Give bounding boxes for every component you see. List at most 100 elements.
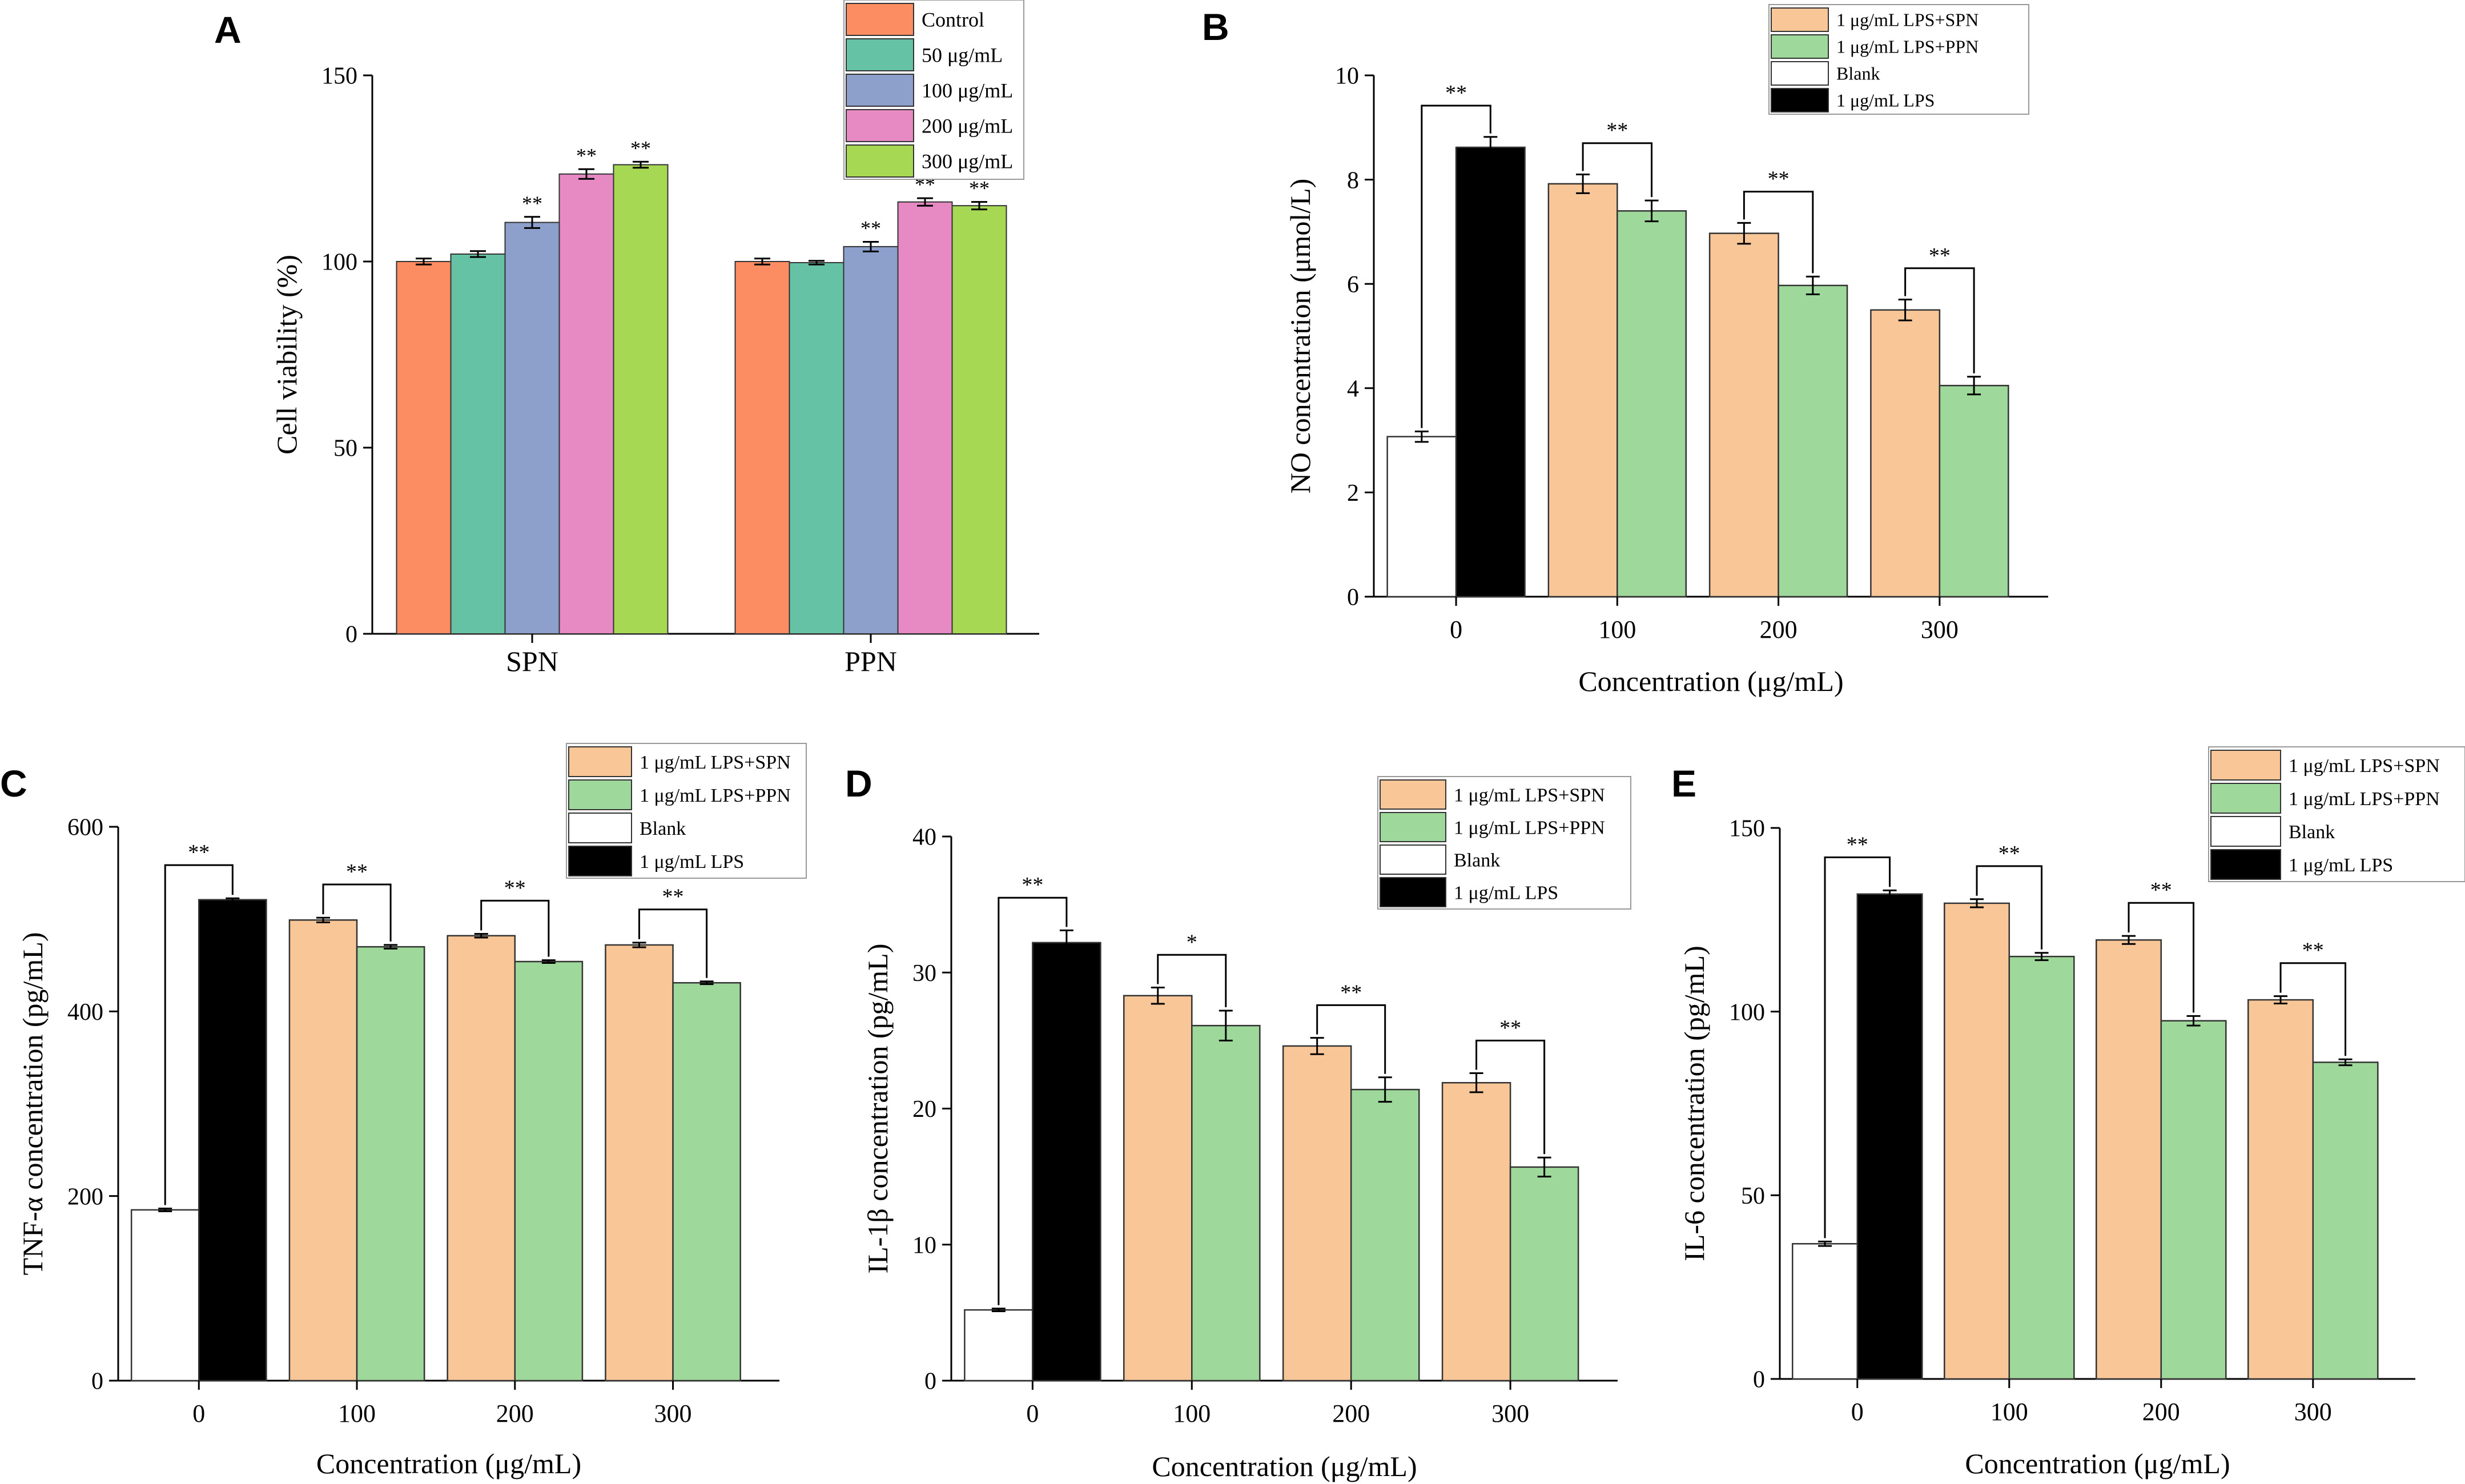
bar-300-lps-spn: [605, 944, 674, 1382]
x-axis-label: Concentration (μg/mL): [1578, 665, 1843, 697]
bar-0-lps: [1856, 893, 1923, 1380]
y-tick-label: 150: [321, 63, 357, 90]
x-tick-label: 0: [1026, 1399, 1039, 1427]
legend-label: 1 μg/mL LPS+PPN: [1454, 817, 1605, 838]
x-tick-label: 100: [338, 1399, 376, 1427]
legend-swatch: [568, 846, 632, 876]
bar-300-lps-ppn: [1939, 384, 2009, 598]
significance-label: **: [1847, 833, 1868, 856]
bar-200-lps-spn: [447, 935, 516, 1382]
legend-label: 1 μg/mL LPS+SPN: [2289, 755, 2440, 777]
y-tick-label: 10: [912, 1232, 936, 1258]
y-tick-label: 50: [333, 436, 357, 462]
x-tick-label: 200: [1332, 1399, 1370, 1427]
significance-bracket: [1421, 104, 1491, 428]
y-tick-label: 0: [1347, 585, 1359, 611]
panel-letter: E: [1671, 762, 1696, 805]
y-tick-label: 100: [1729, 999, 1765, 1025]
bar-spn-series-1: [450, 253, 506, 634]
legend-label: 1 μg/mL LPS: [1454, 882, 1558, 903]
bar-100-lps-ppn: [1616, 210, 1687, 598]
legend-swatch: [1380, 779, 1446, 810]
y-tick-label: 0: [91, 1369, 103, 1395]
legend-label: 1 μg/mL LPS: [2289, 855, 2393, 876]
legend-label: 1 μg/mL LPS+PPN: [2289, 789, 2440, 810]
y-tick-label: 100: [321, 250, 357, 276]
significance-bracket: [1743, 191, 1814, 274]
significance-bracket: [1824, 856, 1891, 1238]
bar-100-lps-ppn: [356, 946, 425, 1382]
panel-letter: B: [1202, 6, 1229, 48]
bar-ppn-series-0: [734, 261, 790, 634]
legend-label: 200 μg/mL: [922, 115, 1013, 138]
bar-spn-series-0: [396, 261, 452, 634]
significance-label: **: [860, 216, 881, 239]
legend-label: Blank: [1454, 850, 1500, 871]
legend-label: Blank: [640, 818, 686, 839]
legend-label: 1 μg/mL LPS+PPN: [1836, 37, 1979, 57]
legend-label: 1 μg/mL LPS: [640, 851, 744, 872]
bar-ppn-series-1: [789, 262, 845, 634]
bar-0-blank: [130, 1209, 200, 1382]
y-tick-label: 6: [1347, 272, 1359, 298]
legend-swatch: [846, 144, 914, 178]
significance-label: **: [2302, 939, 2324, 963]
bar-300-lps-ppn: [672, 982, 741, 1382]
y-axis-label: TNF-α concentration (pg/mL): [17, 932, 49, 1275]
bar-200-lps-ppn: [1350, 1088, 1420, 1382]
y-axis-label: IL-6 concentration (pg/mL): [1678, 946, 1710, 1261]
x-tick-label: 0: [1851, 1398, 1864, 1426]
y-tick-label: 600: [67, 815, 103, 841]
x-tick-label: 0: [192, 1399, 205, 1427]
significance-bracket: [2128, 902, 2195, 1013]
significance-label: **: [1768, 167, 1790, 191]
legend-swatch: [846, 38, 914, 71]
y-axis-label: IL-1β concentration (pg/mL): [862, 943, 894, 1273]
bar-300-lps-ppn: [1509, 1166, 1579, 1382]
legend-swatch: [2210, 750, 2281, 781]
significance-bracket: [1157, 954, 1227, 1007]
x-tick-label: 200: [2142, 1398, 2180, 1426]
significance-label: **: [1998, 842, 2020, 866]
significance-label: **: [1499, 1016, 1521, 1040]
y-axis-label: NO concentration (μmol/L): [1284, 179, 1316, 494]
legend-swatch: [1380, 877, 1446, 907]
y-tick-label: 40: [912, 825, 936, 851]
legend-swatch: [2210, 849, 2281, 880]
bar-0-blank: [1792, 1243, 1859, 1380]
significance-label: **: [188, 840, 210, 864]
bar-0-blank: [964, 1309, 1034, 1382]
legend-swatch: [1771, 7, 1829, 32]
significance-label: **: [662, 885, 684, 909]
legend-swatch: [568, 813, 632, 843]
y-axis-label: Cell viability (%): [271, 255, 303, 455]
legend-swatch: [2210, 816, 2281, 847]
y-tick-label: 2: [1347, 480, 1359, 506]
significance-label: **: [346, 860, 368, 884]
significance-label: **: [1606, 119, 1628, 143]
legend-swatch: [846, 74, 914, 107]
y-tick-label: 400: [67, 999, 103, 1025]
y-tick-label: 30: [912, 960, 936, 987]
y-tick-label: 50: [1741, 1183, 1765, 1209]
significance-label: **: [1022, 873, 1043, 897]
significance-bracket: [480, 899, 550, 957]
legend-swatch: [1771, 88, 1829, 112]
legend-swatch: [568, 779, 632, 810]
bar-spn-series-3: [558, 173, 614, 634]
legend-label: 300 μg/mL: [922, 150, 1013, 173]
x-tick-label: 100: [1598, 616, 1636, 644]
legend-swatch: [1380, 844, 1446, 875]
legend-label: 1 μg/mL LPS: [1836, 90, 1935, 111]
y-tick-label: 20: [912, 1096, 936, 1123]
significance-label: **: [630, 136, 651, 159]
significance-bracket: [2279, 962, 2347, 1056]
significance-label: **: [576, 144, 597, 167]
significance-label: **: [969, 177, 990, 200]
legend-label: Blank: [1836, 63, 1880, 84]
x-tick-label: 0: [1450, 616, 1462, 644]
bar-300-lps-spn: [2247, 999, 2314, 1380]
bar-0-blank: [1386, 436, 1457, 598]
legend-label: 50 μg/mL: [922, 44, 1003, 67]
